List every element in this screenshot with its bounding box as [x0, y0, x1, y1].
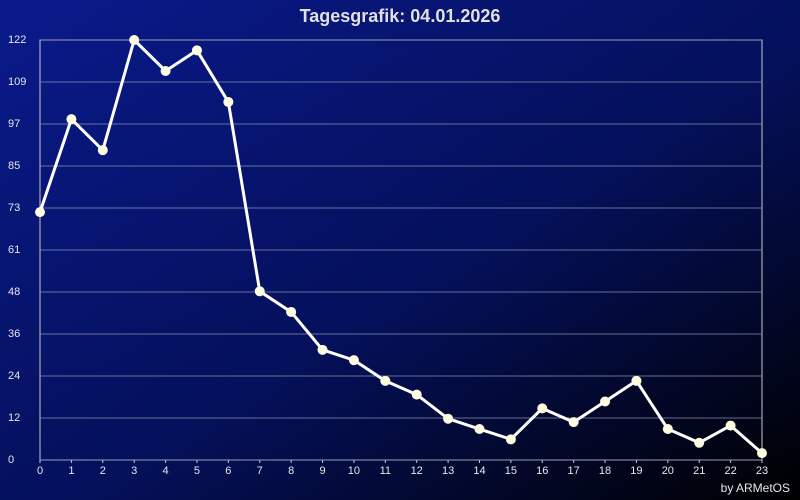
data-point	[129, 35, 140, 45]
data-point	[537, 403, 548, 414]
data-point	[694, 437, 705, 448]
y-tick-label: 61	[8, 244, 20, 256]
data-point	[411, 389, 422, 400]
x-tick-label: 8	[288, 465, 294, 477]
y-tick-label: 12	[8, 412, 20, 424]
x-tick-label: 17	[568, 465, 580, 477]
data-point	[725, 420, 736, 431]
data-point	[600, 396, 611, 407]
x-tick-label: 3	[131, 465, 137, 477]
y-tick-label: 48	[8, 286, 20, 298]
y-tick-label: 109	[8, 76, 26, 88]
x-tick-label: 0	[37, 465, 43, 477]
data-point	[631, 375, 642, 386]
x-tick-label: 16	[536, 465, 548, 477]
x-tick-label: 9	[319, 465, 325, 477]
x-tick-label: 4	[163, 465, 169, 477]
series-line	[38, 38, 763, 455]
x-tick-label: 14	[473, 465, 485, 477]
data-point	[160, 65, 171, 76]
data-point	[380, 375, 391, 386]
x-tick-label: 23	[756, 465, 768, 477]
x-tick-label: 6	[225, 465, 231, 477]
data-point	[286, 306, 297, 317]
data-point	[66, 114, 77, 125]
data-point	[97, 145, 108, 156]
x-tick-label: 19	[630, 465, 642, 477]
y-tick-label: 36	[8, 328, 20, 340]
data-point	[505, 434, 516, 445]
x-tick-label: 13	[442, 465, 454, 477]
x-tick-label: 15	[505, 465, 517, 477]
x-tick-label: 22	[724, 465, 736, 477]
x-tick-label: 5	[194, 465, 200, 477]
x-tick-label: 10	[348, 465, 360, 477]
data-point	[443, 413, 454, 424]
x-tick-label: 20	[662, 465, 674, 477]
data-point	[348, 355, 359, 366]
data-point	[568, 417, 579, 428]
data-point	[662, 424, 673, 435]
y-tick-label: 0	[8, 454, 14, 466]
x-tick-label: 1	[68, 465, 74, 477]
x-tick-label: 12	[411, 465, 423, 477]
data-point	[474, 424, 485, 435]
x-tick-label: 11	[380, 465, 391, 477]
x-tick-label: 21	[693, 465, 705, 477]
x-tick-label: 2	[100, 465, 106, 477]
y-tick-label: 24	[8, 370, 20, 382]
y-tick-label: 73	[8, 202, 20, 214]
x-tick-label: 7	[257, 465, 263, 477]
y-tick-label: 85	[8, 160, 20, 172]
data-point	[254, 286, 265, 297]
data-point	[317, 344, 328, 355]
chart-title: Tagesgrafik: 04.01.2026	[300, 6, 501, 26]
data-point	[191, 45, 202, 56]
data-point	[223, 96, 234, 107]
y-tick-label: 97	[8, 118, 20, 130]
footer: by ARMetOS	[721, 481, 790, 495]
data-point	[757, 448, 767, 459]
data-point	[35, 207, 45, 218]
y-tick-label: 122	[8, 34, 26, 46]
x-tick-label: 18	[599, 465, 611, 477]
